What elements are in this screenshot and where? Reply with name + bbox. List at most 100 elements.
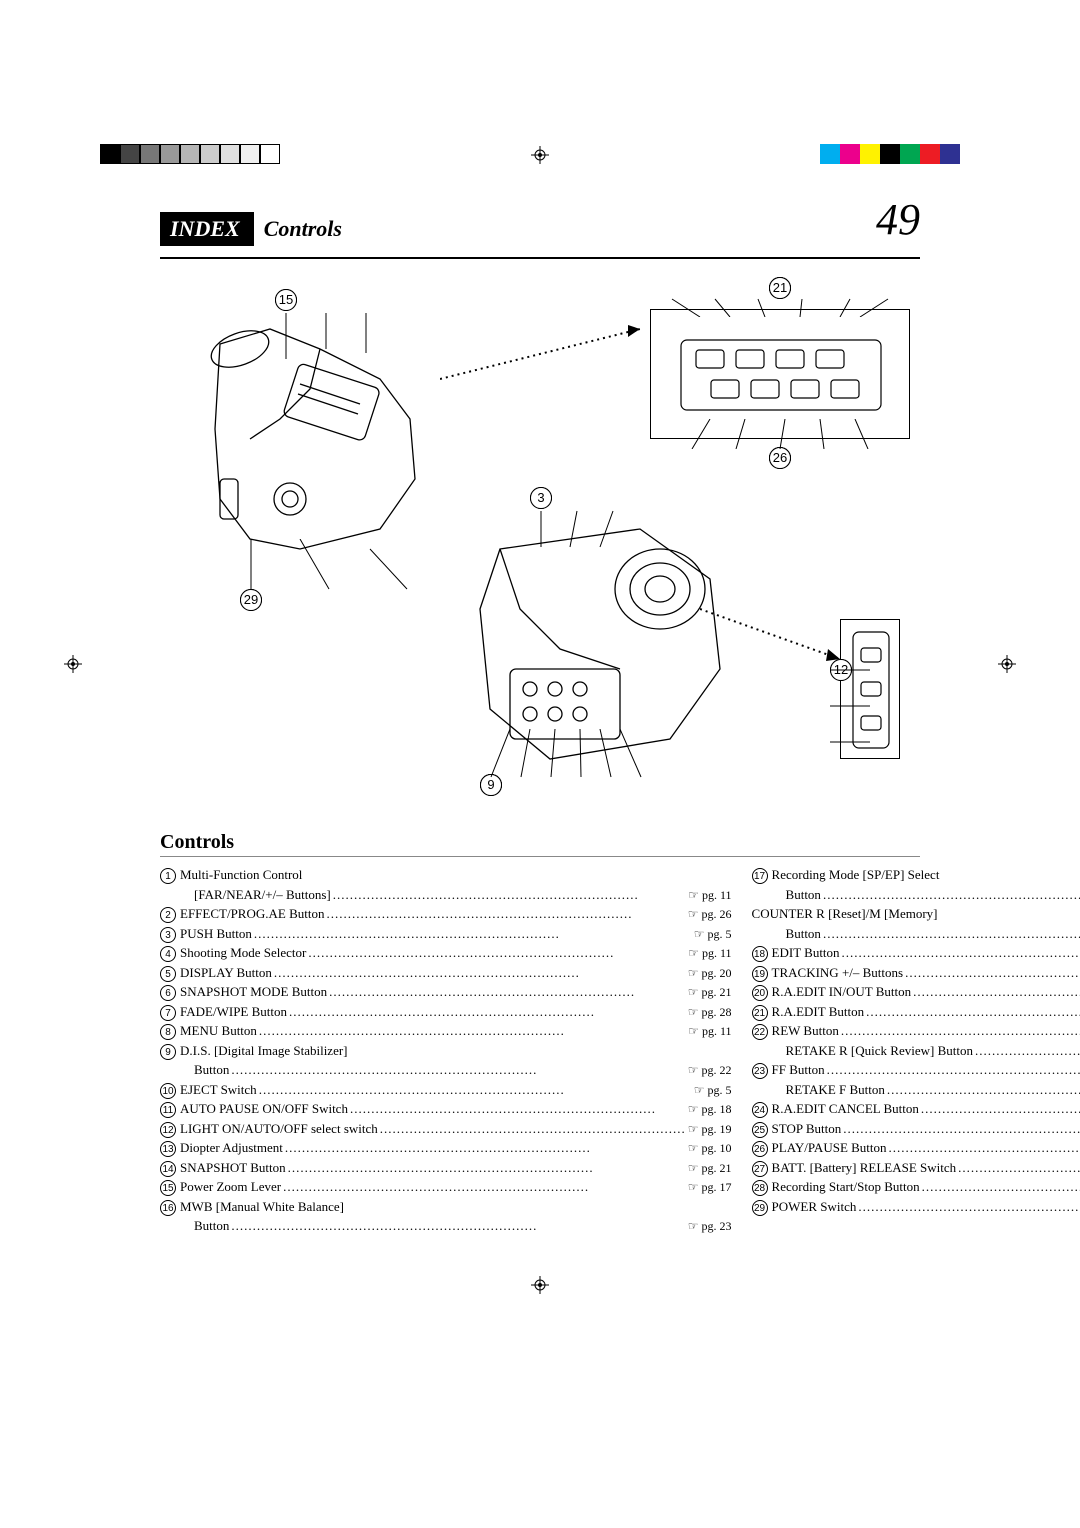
entry-label: REW Button xyxy=(772,1021,839,1041)
entry-label: LIGHT ON/AUTO/OFF select switch xyxy=(180,1119,378,1139)
index-entry: 11AUTO PAUSE ON/OFF Switch pg. 18 xyxy=(160,1099,732,1119)
page-ref: pg. 22 xyxy=(688,1061,732,1079)
entry-number: 7 xyxy=(160,1005,176,1021)
controls-column-left: 1Multi-Function Control[FAR/NEAR/+/– But… xyxy=(160,865,732,1236)
entry-label: RETAKE F Button xyxy=(786,1080,885,1100)
index-entry: 19TRACKING +/– Buttons pg. 39 xyxy=(752,963,1080,983)
leader-dots xyxy=(283,1138,688,1158)
index-entry: 27BATT. [Battery] RELEASE Switch pg. 5 xyxy=(752,1158,1080,1178)
leader-lines xyxy=(670,419,890,449)
entry-label: Power Zoom Lever xyxy=(180,1177,281,1197)
entry-number: 15 xyxy=(160,1180,176,1196)
leader-dots xyxy=(348,1099,688,1119)
entry-number: 24 xyxy=(752,1102,768,1118)
entry-label: Recording Start/Stop Button xyxy=(772,1177,920,1197)
registration-mark-icon xyxy=(64,655,82,673)
page-number: 49 xyxy=(876,194,920,245)
leader-lines xyxy=(480,729,680,779)
entry-label: BATT. [Battery] RELEASE Switch xyxy=(772,1158,957,1178)
index-entry: 20R.A.EDIT IN/OUT Button pg. 42 xyxy=(752,982,1080,1002)
leader-dots xyxy=(887,1138,1080,1158)
entry-label: R.A.EDIT IN/OUT Button xyxy=(772,982,912,1002)
color-swatch xyxy=(200,144,220,164)
page-ref: pg. 10 xyxy=(688,1139,732,1157)
index-entry: 7FADE/WIPE Button pg. 28 xyxy=(160,1002,732,1022)
index-entry: 1Multi-Function Control xyxy=(160,865,732,885)
color-swatch xyxy=(860,144,880,164)
entry-label: FF Button xyxy=(772,1060,825,1080)
controls-column-right: 17Recording Mode [SP/EP] SelectButton pg… xyxy=(752,865,1080,1236)
index-entry: 8MENU Button pg. 11 xyxy=(160,1021,732,1041)
registration-mark-icon xyxy=(531,1276,549,1294)
entry-number: 10 xyxy=(160,1083,176,1099)
entry-number: 13 xyxy=(160,1141,176,1157)
color-swatch xyxy=(260,144,280,164)
leader-dots xyxy=(287,1002,688,1022)
registration-mark-icon xyxy=(998,655,1016,673)
leader-dots xyxy=(956,1158,1080,1178)
index-entry: 18EDIT Button pg. 43 xyxy=(752,943,1080,963)
color-swatch xyxy=(880,144,900,164)
entry-label: Shooting Mode Selector xyxy=(180,943,306,963)
page-content: INDEX Controls 49 131415 xyxy=(160,212,920,1236)
index-entry: 24R.A.EDIT CANCEL Button pg. 42 xyxy=(752,1099,1080,1119)
entry-number: 16 xyxy=(160,1200,176,1216)
entry-label: R.A.EDIT CANCEL Button xyxy=(772,1099,919,1119)
page-ref: pg. 20 xyxy=(688,964,732,982)
entry-number: 17 xyxy=(752,868,768,884)
color-swatch xyxy=(920,144,940,164)
index-entry: [FAR/NEAR/+/– Buttons] pg. 11 xyxy=(160,885,732,905)
index-label: INDEX xyxy=(160,212,254,246)
entry-number: 9 xyxy=(160,1044,176,1060)
index-entry: RETAKE R [Quick Review] Button pg. 17 xyxy=(752,1041,1080,1061)
entry-number: 26 xyxy=(752,1141,768,1157)
index-entry: RETAKE F Button pg. 18 xyxy=(752,1080,1080,1100)
leader-dots xyxy=(821,885,1080,905)
color-swatch xyxy=(140,144,160,164)
leader-dots xyxy=(840,943,1080,963)
index-entry: 17Recording Mode [SP/EP] Select xyxy=(752,865,1080,885)
entry-label: Button xyxy=(786,924,821,944)
leader-lines xyxy=(650,297,910,317)
page-ref: pg. 11 xyxy=(688,1022,731,1040)
index-entry: 13Diopter Adjustment pg. 10 xyxy=(160,1138,732,1158)
color-swatch xyxy=(220,144,240,164)
index-entry: 16MWB [Manual White Balance] xyxy=(160,1197,732,1217)
color-swatch xyxy=(100,144,120,164)
entry-label: PLAY/PAUSE Button xyxy=(772,1138,887,1158)
index-entry: 14SNAPSHOT Button pg. 21 xyxy=(160,1158,732,1178)
leader-dots xyxy=(911,982,1080,1002)
header-controls-label: Controls xyxy=(264,216,342,241)
entry-number: 21 xyxy=(752,1005,768,1021)
leader-dots xyxy=(252,924,694,944)
page-ref: pg. 19 xyxy=(688,1120,732,1138)
color-swatch xyxy=(840,144,860,164)
leader-dots xyxy=(839,1021,1080,1041)
entry-label: Multi-Function Control xyxy=(180,865,302,885)
entry-label: D.I.S. [Digital Image Stabilizer] xyxy=(180,1041,348,1061)
entry-number: 25 xyxy=(752,1122,768,1138)
entry-number: 27 xyxy=(752,1161,768,1177)
entry-number: 6 xyxy=(160,985,176,1001)
color-swatch xyxy=(900,144,920,164)
entry-label: [FAR/NEAR/+/– Buttons] xyxy=(194,885,331,905)
controls-index-list: 1Multi-Function Control[FAR/NEAR/+/– But… xyxy=(160,865,920,1236)
entry-number: 2 xyxy=(160,907,176,923)
entry-number: 8 xyxy=(160,1024,176,1040)
entry-label: PUSH Button xyxy=(180,924,252,944)
crop-marks xyxy=(0,0,1080,180)
color-swatch xyxy=(240,144,260,164)
entry-label: Button xyxy=(194,1216,229,1236)
entry-label: Recording Mode [SP/EP] Select xyxy=(772,865,940,885)
leader-dots xyxy=(864,1002,1080,1022)
index-entry: 28Recording Start/Stop Button pg. 5 xyxy=(752,1177,1080,1197)
color-swatch xyxy=(180,144,200,164)
entry-label: RETAKE R [Quick Review] Button xyxy=(786,1041,973,1061)
callout-26: 26 xyxy=(769,447,791,469)
page-header: INDEX Controls 49 xyxy=(160,212,920,248)
index-entry: COUNTER R [Reset]/M [Memory] xyxy=(752,904,1080,924)
entry-label: SNAPSHOT MODE Button xyxy=(180,982,327,1002)
leader-dots xyxy=(973,1041,1080,1061)
leader-dots xyxy=(821,924,1080,944)
leader-dots xyxy=(327,982,688,1002)
